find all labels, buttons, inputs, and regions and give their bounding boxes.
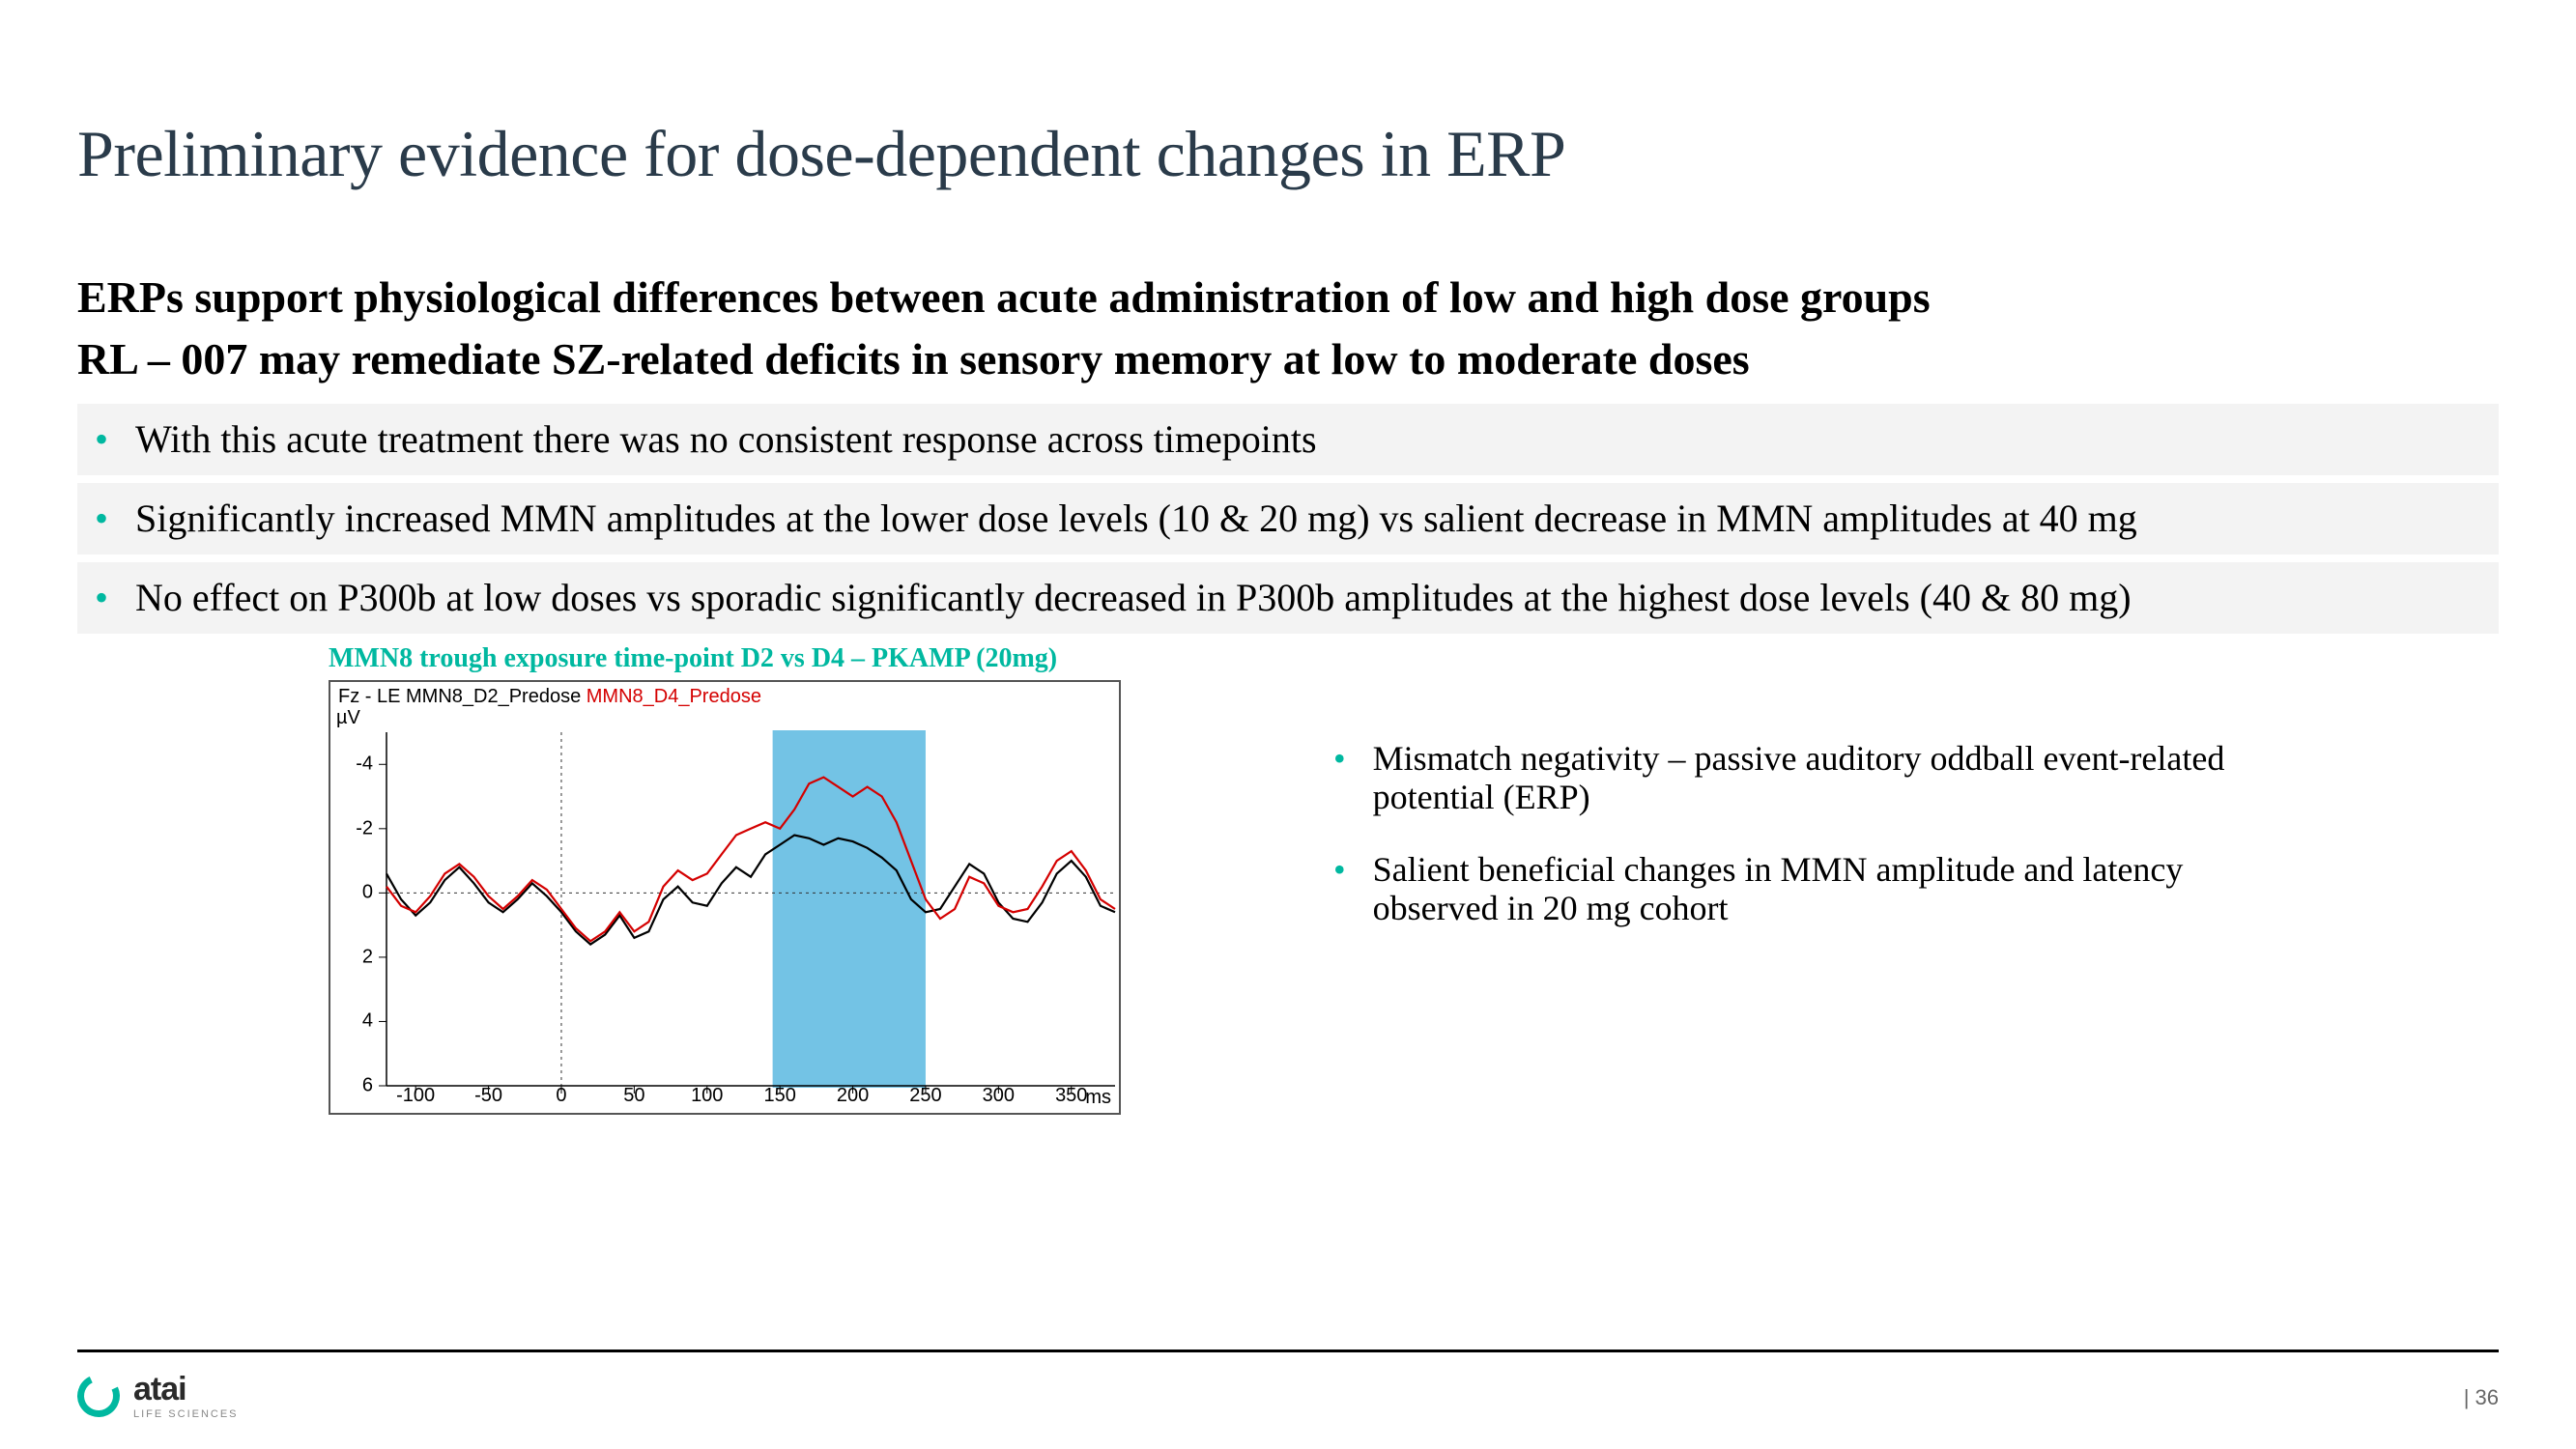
erp-chart: Fz - LE MMN8_D2_Predose MMN8_D4_Predose … bbox=[329, 680, 1121, 1115]
chart-legend: Fz - LE MMN8_D2_Predose MMN8_D4_Predose bbox=[338, 686, 761, 708]
page-title: Preliminary evidence for dose-dependent … bbox=[77, 116, 2499, 192]
footer-logo: atai LIFE SCIENCES bbox=[77, 1371, 239, 1420]
chart-svg bbox=[330, 682, 1123, 1117]
x-tick-label: 0 bbox=[556, 1085, 566, 1107]
bullet-text: Significantly increased MMN amplitudes a… bbox=[135, 497, 2137, 541]
x-tick-label: 200 bbox=[837, 1085, 869, 1107]
y-axis-unit: µV bbox=[336, 707, 360, 729]
bullet-item: • With this acute treatment there was no… bbox=[77, 404, 2499, 475]
x-axis-unit: ms bbox=[1085, 1087, 1111, 1109]
y-tick-label: 6 bbox=[350, 1075, 373, 1097]
bullet-item: • No effect on P300b at low doses vs spo… bbox=[77, 562, 2499, 634]
bullet-dot-icon: • bbox=[95, 417, 108, 462]
x-tick-label: -100 bbox=[396, 1085, 435, 1107]
bullet-item: • Significantly increased MMN amplitudes… bbox=[77, 483, 2499, 554]
bullet-text: No effect on P300b at low doses vs spora… bbox=[135, 576, 2132, 620]
x-tick-label: 250 bbox=[909, 1085, 941, 1107]
y-tick-label: -4 bbox=[350, 753, 373, 776]
side-bullet-item: • Salient beneficial changes in MMN ampl… bbox=[1333, 851, 2499, 927]
x-tick-label: 300 bbox=[983, 1085, 1015, 1107]
bullet-dot-icon: • bbox=[95, 576, 108, 620]
page-number: | 36 bbox=[2464, 1385, 2499, 1410]
bullet-dot-icon: • bbox=[1333, 851, 1346, 890]
x-tick-label: 100 bbox=[691, 1085, 723, 1107]
bullet-dot-icon: • bbox=[95, 497, 108, 541]
chart-title: MMN8 trough exposure time-point D2 vs D4… bbox=[329, 643, 1256, 674]
footer-divider bbox=[77, 1350, 2499, 1352]
logo-ring-icon bbox=[72, 1368, 126, 1422]
brand-name: atai bbox=[133, 1371, 239, 1408]
x-tick-label: 150 bbox=[763, 1085, 795, 1107]
legend-series-d4: MMN8_D4_Predose bbox=[587, 686, 761, 707]
y-tick-label: -2 bbox=[350, 817, 373, 839]
y-tick-label: 2 bbox=[350, 946, 373, 968]
legend-series-d2: Fz - LE MMN8_D2_Predose bbox=[338, 686, 587, 707]
side-bullet-text: Mismatch negativity – passive auditory o… bbox=[1373, 740, 2243, 816]
side-bullets: • Mismatch negativity – passive auditory… bbox=[1256, 643, 2499, 1115]
side-bullet-item: • Mismatch negativity – passive auditory… bbox=[1333, 740, 2499, 816]
subheading-1: ERPs support physiological differences b… bbox=[77, 270, 2499, 326]
x-tick-label: 50 bbox=[623, 1085, 644, 1107]
side-bullet-text: Salient beneficial changes in MMN amplit… bbox=[1373, 851, 2243, 927]
bullet-dot-icon: • bbox=[1333, 740, 1346, 779]
y-tick-label: 4 bbox=[350, 1010, 373, 1033]
subheading-block: ERPs support physiological differences b… bbox=[77, 270, 2499, 386]
x-tick-label: -50 bbox=[474, 1085, 502, 1107]
brand-subtitle: LIFE SCIENCES bbox=[133, 1408, 239, 1420]
subheading-2: RL – 007 may remediate SZ-related defici… bbox=[77, 331, 2499, 387]
x-tick-label: 350 bbox=[1055, 1085, 1087, 1107]
main-bullets: • With this acute treatment there was no… bbox=[77, 404, 2499, 634]
bullet-text: With this acute treatment there was no c… bbox=[135, 417, 1317, 462]
y-tick-label: 0 bbox=[350, 882, 373, 904]
